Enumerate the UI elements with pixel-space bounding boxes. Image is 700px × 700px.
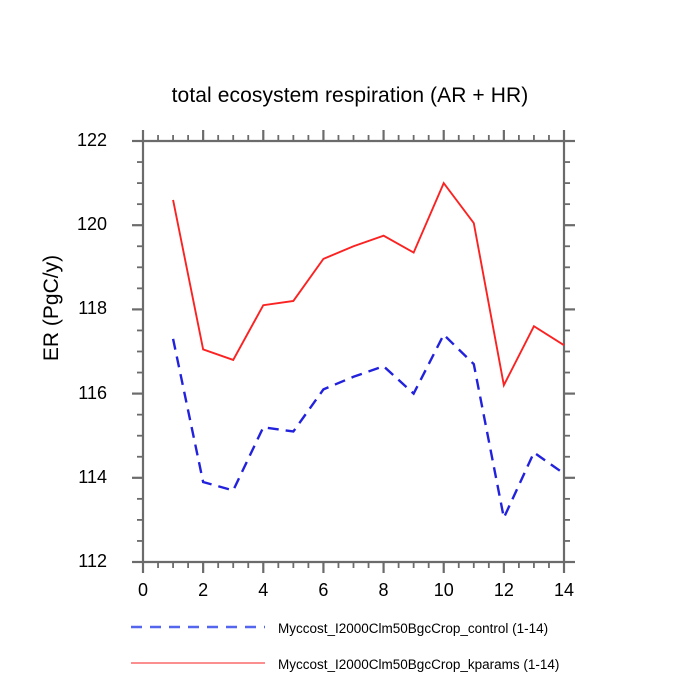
data-series-group: [171, 181, 565, 522]
x-tick-label: 10: [433, 580, 454, 600]
series-line-control: [171, 332, 565, 522]
x-tick-label: 0: [137, 580, 148, 600]
y-tick-label: 118: [78, 298, 107, 319]
x-tick-label: 8: [378, 580, 389, 600]
y-tick-label: 112: [78, 551, 107, 571]
legend-sample-lines: [131, 625, 265, 664]
y-tick-label: 120: [76, 214, 107, 235]
x-tick-label: 14: [553, 580, 575, 600]
legend-label-control: Myccost_I2000Clm50BgcCrop_control (1-14): [278, 621, 549, 636]
x-tick-label: 2: [198, 580, 209, 600]
x-tick-label: 4: [258, 580, 269, 600]
y-tick-label: 122: [76, 130, 107, 150]
axis-group: [132, 130, 575, 573]
x-tick-label: 12: [493, 580, 514, 600]
legend-label-kparams: Myccost_I2000Clm50BgcCrop_kparams (1-14): [278, 657, 560, 672]
y-tick-label: 114: [78, 466, 107, 487]
chart-title: total ecosystem respiration (AR + HR): [171, 84, 529, 107]
x-tick-label: 6: [318, 580, 329, 600]
y-tick-label: 116: [78, 382, 107, 403]
series-line-kparams: [172, 181, 565, 389]
